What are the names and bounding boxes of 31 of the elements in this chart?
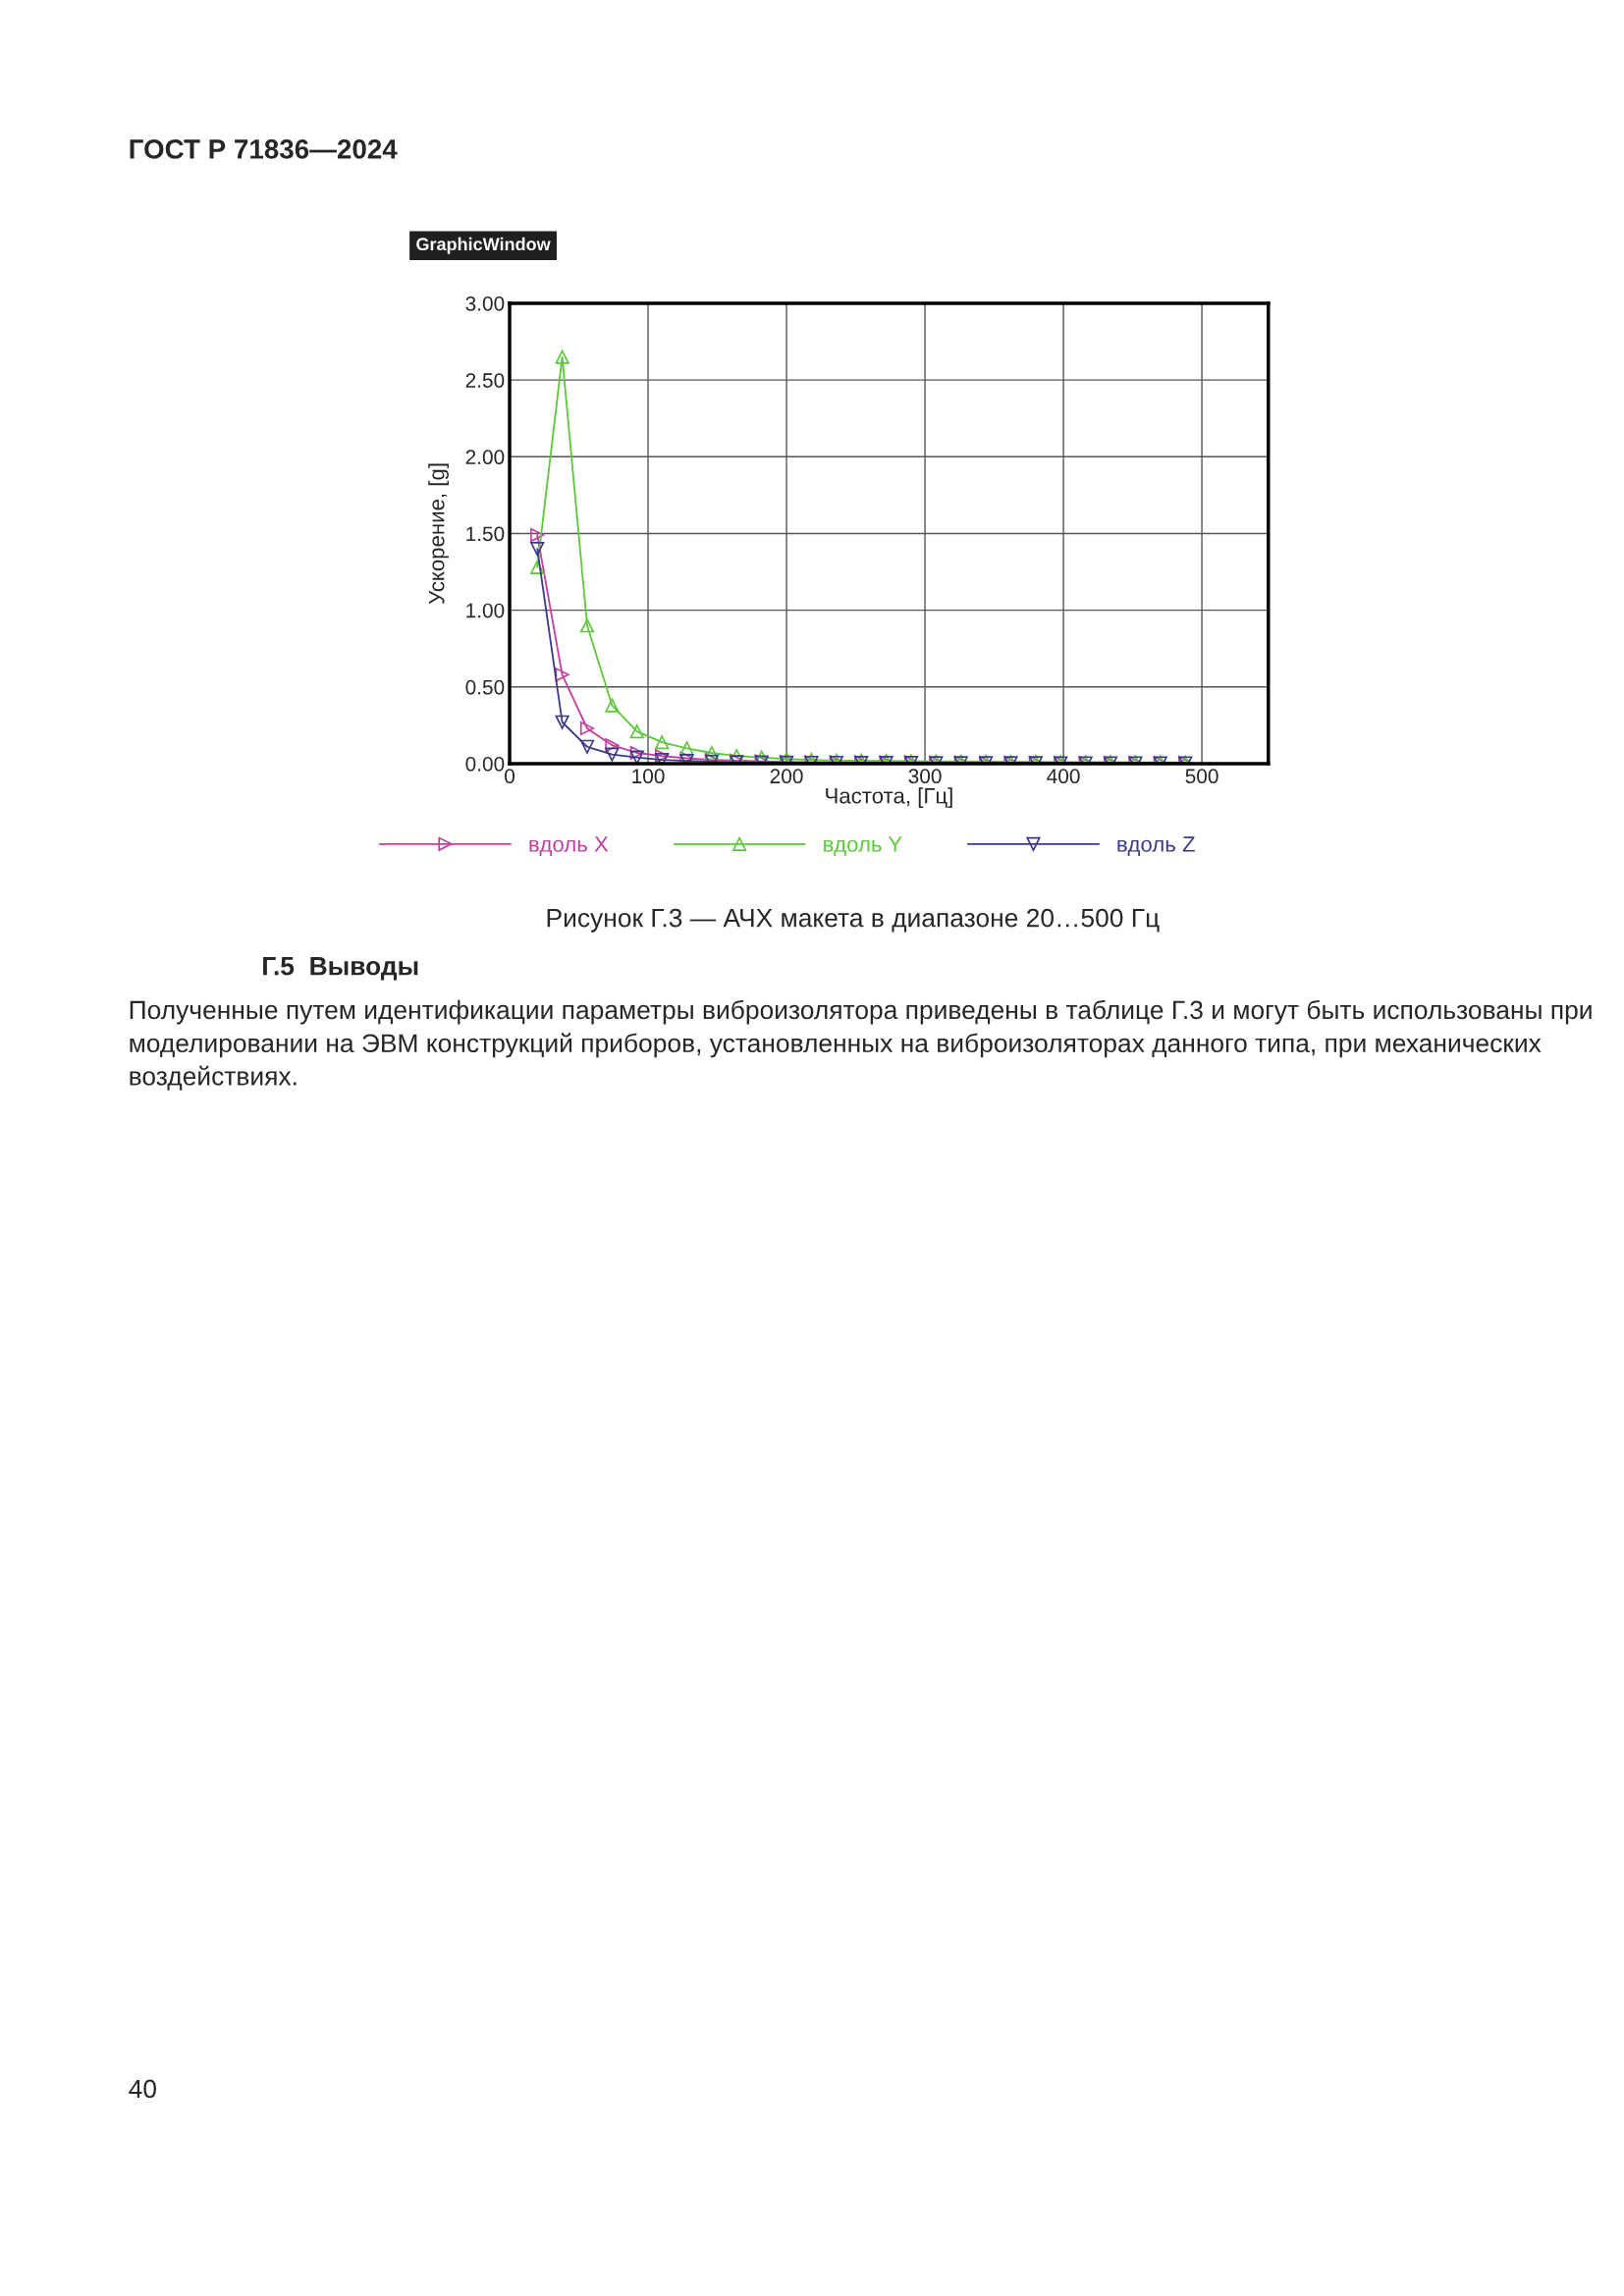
text: 40 — [129, 2079, 156, 2099]
point — [530, 560, 545, 574]
text: GraphicWindow — [416, 237, 551, 254]
y-tick-label: 3.00 — [465, 295, 505, 311]
point — [579, 618, 595, 633]
text: ГОСТ Р 71836—2024 — [130, 139, 398, 159]
text: Г.5 Выводы — [263, 957, 418, 981]
y-tick-label: 0.50 — [465, 679, 505, 695]
text: вдоль X — [529, 836, 609, 857]
x-tick-label: 200 — [770, 769, 803, 784]
text: Рисунок Г.3 — АЧХ макета в диапазоне 20…500 Гц — [547, 908, 1160, 933]
point — [555, 715, 569, 729]
text: вдоль Z — [1117, 836, 1195, 857]
text: Полученные путем идентификации параметры виброизолятора приведены в таблице Г.3 и могут быть использованы при моделировании на ЭВМ конструкций приборов, установленных на виброизоляторах данного типа, при механических воздействиях. — [130, 999, 1592, 1091]
point — [530, 527, 545, 543]
y-axis-title: Ускорение, [g] — [428, 463, 449, 605]
point — [605, 698, 620, 713]
text: вдоль Y — [824, 836, 902, 857]
y-tick-label: 1.00 — [466, 603, 505, 618]
point — [555, 667, 569, 682]
point — [530, 542, 545, 557]
y-tick-label: 2.50 — [465, 373, 505, 388]
x-tick-label: 100 — [632, 769, 665, 784]
x-tick-label: 400 — [1047, 769, 1080, 784]
x-tick-label: 500 — [1185, 769, 1218, 784]
y-tick-label: 1.50 — [466, 526, 505, 542]
x-tick-label: 300 — [908, 769, 942, 784]
x-tick-label: 0 — [505, 769, 514, 784]
y-tick-label: 0.00 — [465, 756, 505, 772]
x-axis-title: Частота, [Гц] — [826, 787, 952, 808]
y-tick-label: 2.00 — [465, 450, 505, 465]
